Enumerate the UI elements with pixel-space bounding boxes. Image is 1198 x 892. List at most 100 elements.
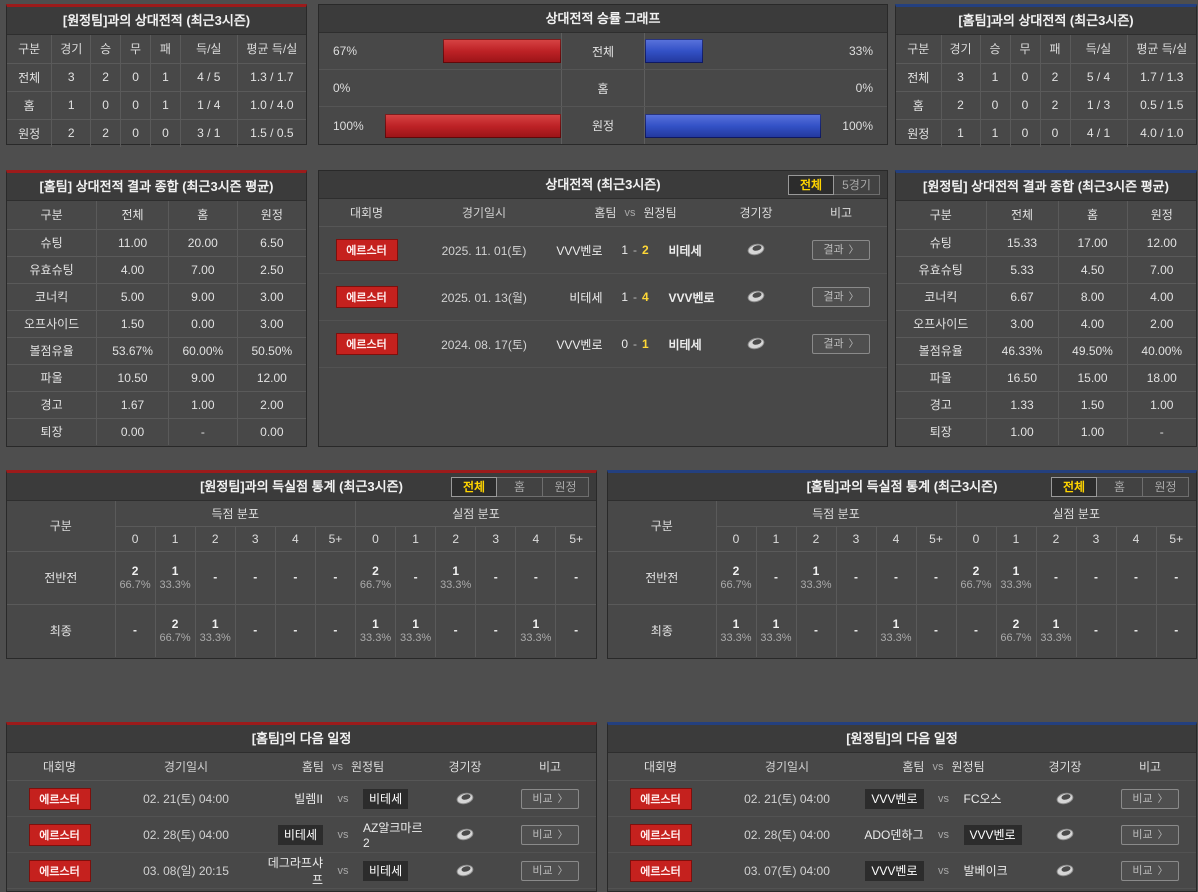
header-row: 구분 득점 분포 실점 분포 <box>6 500 597 552</box>
cell: 3.00 <box>985 309 1059 338</box>
match-date: 02. 28(토) 04:00 <box>744 828 830 842</box>
table-row: 오프사이드 3.00 4.00 2.00 <box>895 309 1197 338</box>
schedule-row: 에르스터 03. 07(토) 04:00 VVV벤로 vs 발베이크 비교 〉 <box>608 853 1196 889</box>
compare-button[interactable]: 비교 〉 <box>521 824 579 845</box>
cell: 53.67% <box>96 336 169 365</box>
cell: 1 <box>940 118 981 148</box>
cell: 9.00 <box>167 282 238 311</box>
table-row: 유효슈팅 5.33 4.50 7.00 <box>895 255 1197 284</box>
stadium-icon[interactable] <box>454 790 476 808</box>
cell: 0 <box>149 118 181 148</box>
home-team: 빌렘II <box>294 792 323 806</box>
away-pct-label: 100% <box>842 118 873 133</box>
compare-button[interactable]: 비교 〉 <box>521 788 579 809</box>
row-label: 볼점유율 <box>895 336 987 365</box>
compare-button[interactable]: 비교 〉 <box>1121 824 1179 845</box>
match-date: 03. 08(일) 20:15 <box>143 864 229 878</box>
bar-track <box>645 113 821 138</box>
row-label: 원정 <box>6 118 53 148</box>
compare-button[interactable]: 비교 〉 <box>521 860 579 881</box>
table-row: 경고 1.67 1.00 2.00 <box>6 390 307 419</box>
result-button[interactable]: 결과 〉 <box>812 240 870 260</box>
compare-button[interactable]: 비교 〉 <box>1121 860 1179 881</box>
stadium-icon[interactable] <box>1054 790 1076 808</box>
goal-stats-tab-group: 전체 홈 원정 <box>1051 477 1189 497</box>
cell: 49.50% <box>1057 336 1128 365</box>
score-dist-cell: - <box>395 550 437 605</box>
panel-title-text: 상대전적 (최근3시즌) <box>545 177 661 192</box>
cell: 3.00 <box>236 309 307 338</box>
compare-button-label: 비교 <box>1132 828 1153 841</box>
match-score: 0-1 <box>603 337 669 351</box>
away-score: 1 <box>642 337 650 351</box>
score-dist-cell: 2 66.7% <box>354 550 397 605</box>
panel-title: [홈팀]과의 득실점 통계 (최근3시즌) 전체 홈 원정 <box>608 473 1196 501</box>
home-team: VVV벤로 <box>861 861 924 881</box>
cell: - <box>1126 417 1197 446</box>
table-row: 퇴장 1.00 1.00- <box>895 417 1197 446</box>
score-dist-cell: - <box>795 603 837 658</box>
home-winrate-bar <box>385 113 561 138</box>
score-dist-cell: - <box>915 550 957 605</box>
table-row: 코너킥 6.67 8.00 4.00 <box>895 282 1197 311</box>
stadium-icon[interactable] <box>1054 826 1076 844</box>
panel-title: 상대전적 승률 그래프 <box>319 5 887 33</box>
tab-home[interactable]: 홈 <box>497 477 543 497</box>
score-dist-cell: 1 33.3% <box>755 603 797 658</box>
tab-home[interactable]: 홈 <box>1097 477 1143 497</box>
tab-all[interactable]: 전체 <box>451 477 497 497</box>
stadium-icon[interactable] <box>1054 862 1076 880</box>
schedule-row: 에르스터 02. 21(토) 04:00 빌렘II vs 비테세 비교 〉 <box>7 781 596 817</box>
home-team: VVV벤로 <box>861 789 924 809</box>
result-button[interactable]: 결과 〉 <box>812 287 870 307</box>
stadium-icon[interactable] <box>745 288 767 306</box>
header-row: 구분 전체 홈 원정 <box>895 200 1197 230</box>
home-team: ADO덴하그 <box>864 828 924 842</box>
result-button[interactable]: 결과 〉 <box>812 334 870 354</box>
score-dist-cell: 1 33.3% <box>354 603 397 658</box>
stadium-icon[interactable] <box>454 862 476 880</box>
tab-away[interactable]: 원정 <box>1143 477 1189 497</box>
home-score: 1 <box>621 243 629 257</box>
home-team: VVV벤로 <box>556 337 603 352</box>
score-dist-cell: - <box>274 603 316 658</box>
graph-row: 0% 홈 0% <box>319 70 887 107</box>
tab-away[interactable]: 원정 <box>543 477 589 497</box>
cell: 1.00 <box>167 390 238 419</box>
score-col: 0 <box>114 525 156 552</box>
col-header: 전체 <box>985 200 1059 230</box>
cell: 1 <box>149 62 181 92</box>
tab-all[interactable]: 전체 <box>788 175 834 195</box>
league-badge: 에르스터 <box>335 286 398 308</box>
stadium-icon[interactable] <box>745 335 767 353</box>
score-col: 5+ <box>915 525 957 552</box>
match-date: 02. 28(토) 04:00 <box>143 828 229 842</box>
score-col: 1 <box>995 525 1037 552</box>
col-header-away: 원정팀 <box>643 206 677 220</box>
cell: 0 <box>979 90 1011 120</box>
col-header: 구분 <box>895 34 942 64</box>
header-row: 구분 전체 홈 원정 <box>6 200 307 230</box>
cell: 1.50 <box>1057 390 1128 419</box>
stadium-icon[interactable] <box>745 241 767 259</box>
league-badge: 에르스터 <box>335 333 398 355</box>
row-label: 원정 <box>895 118 942 148</box>
row-label: 코너킥 <box>895 282 987 311</box>
cell: 0 <box>120 118 151 148</box>
compare-button[interactable]: 비교 〉 <box>1121 788 1179 809</box>
header-row: 0 1 2 3 4 5+ 0 1 2 3 4 5+ <box>7 525 597 552</box>
col-header-home: 홈팀 <box>902 760 925 774</box>
row-label: 퇴장 <box>895 417 987 446</box>
stadium-icon[interactable] <box>454 826 476 844</box>
tab-all[interactable]: 전체 <box>1051 477 1097 497</box>
col-header: 전체 <box>96 200 169 230</box>
away-team: 비테세 <box>363 861 426 881</box>
away-team: FC오스 <box>963 792 1002 806</box>
score-dist-cell: 1 33.3% <box>395 603 437 658</box>
cell: 16.50 <box>985 363 1059 392</box>
col-header: 무 <box>1009 34 1041 64</box>
tab-5games[interactable]: 5경기 <box>834 175 880 195</box>
match-date: 2025. 01. 13(월) <box>441 290 527 305</box>
col-header: 경기 <box>940 34 981 64</box>
col-header-match: 홈팀 vs 원정팀 <box>861 758 1026 775</box>
